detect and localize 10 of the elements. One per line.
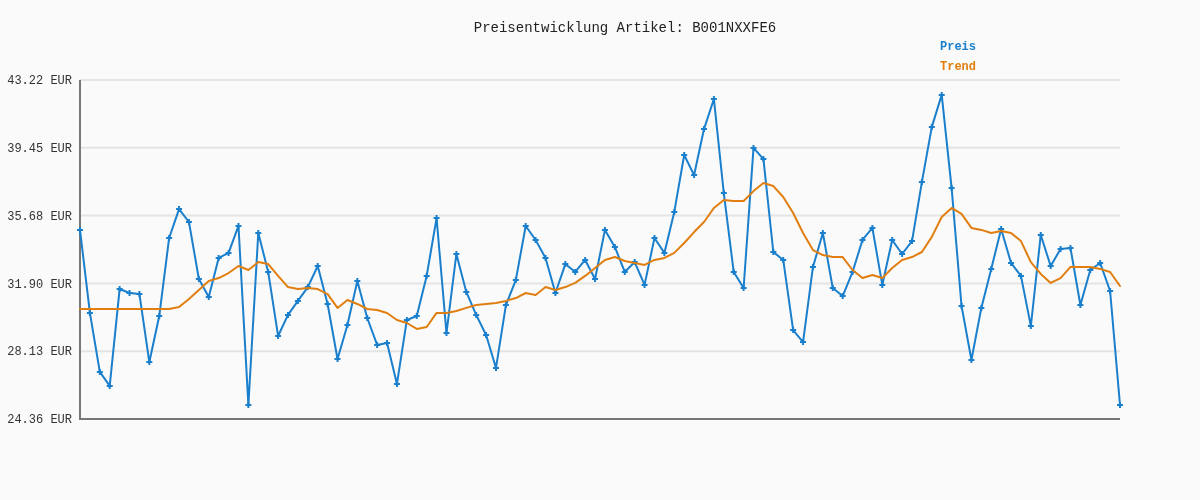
y-tick-label: 31.90 EUR [7, 277, 72, 292]
chart-title: Preisentwicklung Artikel: B001NXXFE6 [473, 20, 777, 36]
y-tick-label: 35.68 EUR [7, 209, 72, 224]
y-tick-label: 28.13 EUR [7, 345, 72, 360]
y-tick-label: 39.45 EUR [7, 141, 72, 156]
text: Trend [940, 60, 977, 74]
y-tick-label: 43.22 EUR [7, 74, 72, 89]
y-tick-label: 24.36 EUR [7, 413, 72, 428]
text: Preis [940, 40, 977, 54]
line-series [79, 181, 1121, 330]
